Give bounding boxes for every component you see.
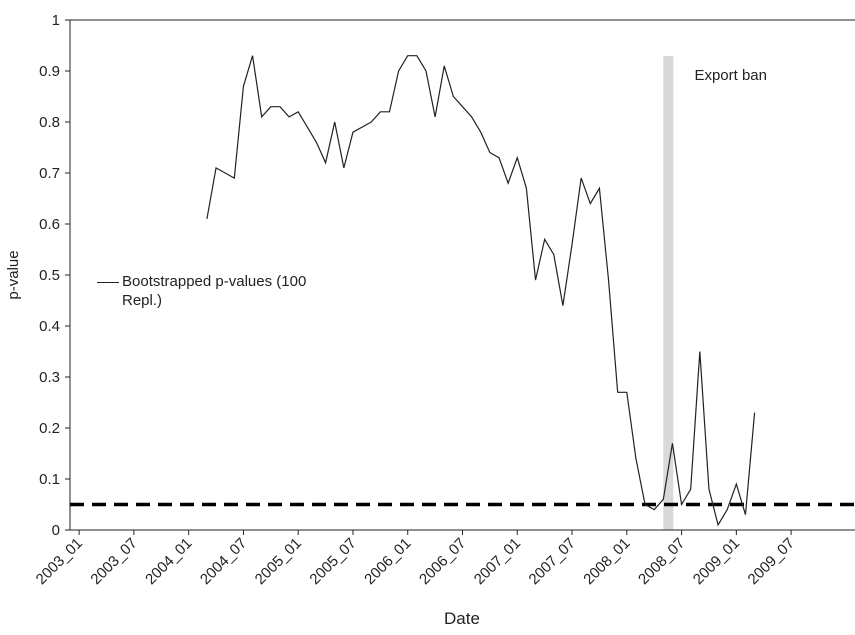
x-tick-label: 2004_01 <box>142 535 195 588</box>
y-tick-label: 0.9 <box>39 63 60 80</box>
y-tick-label: 1 <box>52 12 60 29</box>
x-tick-label: 2005_07 <box>306 535 359 588</box>
legend-label: Bootstrapped p-values (100 Repl.) <box>122 273 307 309</box>
x-tick-label: 2004_07 <box>197 535 250 588</box>
x-tick-label: 2003_07 <box>87 535 140 588</box>
x-tick-label: 2008_01 <box>580 535 633 588</box>
y-tick-label: 0.5 <box>39 267 60 284</box>
x-tick-label: 2009_01 <box>690 535 743 588</box>
y-tick-label: 0.1 <box>39 471 60 488</box>
y-tick-label: 0.4 <box>39 318 60 335</box>
x-tick-label: 2006_01 <box>361 535 414 588</box>
x-tick-label: 2003_01 <box>33 535 86 588</box>
x-tick-label: 2007_07 <box>526 535 579 588</box>
x-tick-label: 2005_01 <box>252 535 305 588</box>
legend-line <box>97 282 119 283</box>
y-axis-label: p-value <box>5 250 22 299</box>
y-tick-label: 0.2 <box>39 420 60 437</box>
y-tick-label: 0.7 <box>39 165 60 182</box>
x-tick-label: 2009_07 <box>745 535 798 588</box>
x-tick-label: 2006_07 <box>416 535 469 588</box>
event-label: Export ban <box>694 67 767 84</box>
x-axis-label: Date <box>444 609 480 628</box>
event-band <box>663 56 674 530</box>
y-tick-label: 0.3 <box>39 369 60 386</box>
data-line <box>206 55 756 527</box>
legend: Bootstrapped p-values (100 Repl.) <box>97 272 347 310</box>
y-tick-label: 0.8 <box>39 114 60 131</box>
y-tick-label: 0 <box>52 522 60 539</box>
x-tick-label: 2007_01 <box>471 535 524 588</box>
y-tick-label: 0.6 <box>39 216 60 233</box>
x-tick-label: 2008_07 <box>635 535 688 588</box>
